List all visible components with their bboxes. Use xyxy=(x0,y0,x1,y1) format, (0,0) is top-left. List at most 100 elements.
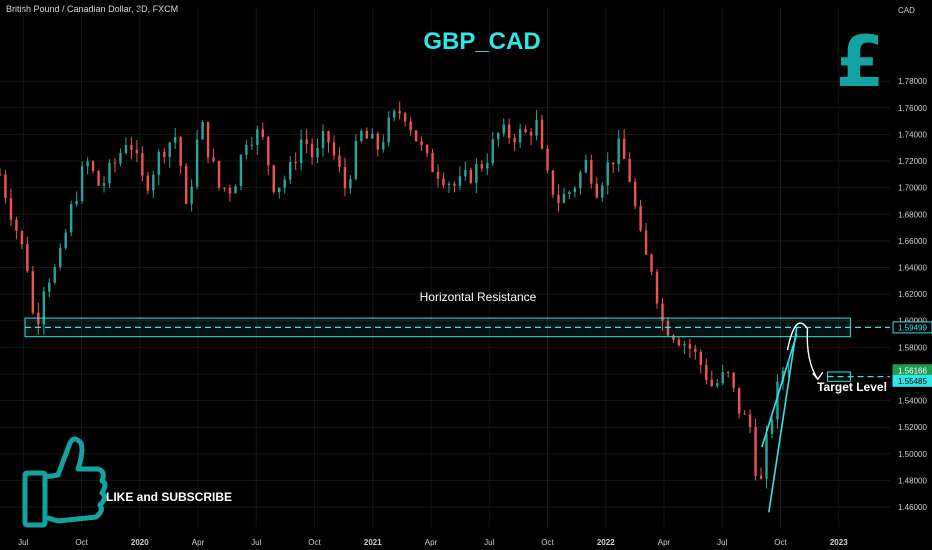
candle-body xyxy=(365,130,369,139)
candle-body xyxy=(272,165,275,193)
price-tick-label: 1.68000 xyxy=(898,210,927,219)
candle-body xyxy=(584,160,588,173)
candle-body xyxy=(124,145,128,154)
candle-body xyxy=(655,271,659,304)
candle-body xyxy=(699,351,703,365)
candle-body xyxy=(398,110,401,114)
candle-body xyxy=(354,141,358,179)
candle-body xyxy=(299,139,303,164)
thumbs-up-icon xyxy=(22,436,108,528)
candle-body xyxy=(633,181,637,207)
candle-body xyxy=(338,155,341,168)
candle-body xyxy=(694,348,697,352)
candlestick-series xyxy=(0,101,790,489)
candle-body xyxy=(721,371,724,384)
candle-body xyxy=(442,178,445,186)
price-axis: 1.460001.480001.500001.520001.540001.560… xyxy=(892,77,932,512)
candle-body xyxy=(256,129,259,145)
candle-body xyxy=(590,160,593,184)
candle-body xyxy=(453,183,456,186)
time-tick-label: 2022 xyxy=(597,538,615,547)
candle-body xyxy=(174,137,177,143)
candle-body xyxy=(579,172,582,189)
candle-body xyxy=(184,166,188,204)
candle-body xyxy=(91,161,95,171)
wedge-upper-line xyxy=(761,333,798,448)
candle-body xyxy=(261,129,265,137)
candle-body xyxy=(31,271,35,313)
trend-drawings xyxy=(761,322,824,513)
candle-body xyxy=(535,119,538,136)
candle-body xyxy=(288,162,292,180)
candle-body xyxy=(716,383,719,386)
candle-body xyxy=(486,163,489,169)
price-tick-label: 1.64000 xyxy=(898,264,927,273)
time-tick-label: Jul xyxy=(484,538,494,547)
candle-body xyxy=(513,137,516,143)
candle-body xyxy=(628,158,631,182)
time-tick-label: Apr xyxy=(192,538,205,547)
candle-body xyxy=(497,133,500,140)
candle-body xyxy=(551,170,555,195)
candle-body xyxy=(431,153,434,172)
price-label-value: 1.56166 xyxy=(898,366,927,375)
candle-body xyxy=(75,201,78,205)
time-tick-label: 2020 xyxy=(131,538,149,547)
candle-body xyxy=(502,124,505,134)
time-tick-label: Jul xyxy=(717,538,727,547)
chart-title: GBP_CAD xyxy=(423,28,540,55)
candle-body xyxy=(529,132,533,136)
candle-body xyxy=(321,131,325,149)
candle-body xyxy=(732,372,735,388)
candle-body xyxy=(102,183,106,186)
time-tick-label: Apr xyxy=(425,538,438,547)
candle-body xyxy=(491,139,494,164)
candle-body xyxy=(666,320,670,336)
candle-body xyxy=(606,162,609,186)
price-tick-label: 1.72000 xyxy=(898,157,927,166)
candle-body xyxy=(135,149,139,153)
candle-body xyxy=(759,475,763,479)
candle-body xyxy=(250,144,254,146)
candle-body xyxy=(787,370,790,372)
time-tick-label: Oct xyxy=(541,538,554,547)
candle-body xyxy=(305,139,308,144)
candle-body xyxy=(557,194,560,203)
candle-body xyxy=(765,433,768,479)
price-tick-label: 1.46000 xyxy=(898,503,927,512)
candle-body xyxy=(20,230,24,244)
candle-body xyxy=(141,152,144,176)
candle-body xyxy=(42,291,46,325)
candle-body xyxy=(518,129,522,143)
candle-body xyxy=(157,151,160,175)
candle-body xyxy=(480,164,484,169)
candle-body xyxy=(683,344,686,346)
candle-body xyxy=(376,133,379,150)
price-tick-label: 1.70000 xyxy=(898,184,927,193)
candle-body xyxy=(436,171,440,179)
candle-body xyxy=(770,419,774,434)
candle-body xyxy=(573,188,577,192)
candle-body xyxy=(119,153,122,164)
zone-annotations xyxy=(24,317,890,382)
wedge-lower-line xyxy=(768,327,798,513)
candle-body xyxy=(316,148,319,158)
candle-body xyxy=(568,191,571,194)
candle-body xyxy=(97,170,100,186)
price-tick-label: 1.76000 xyxy=(898,104,927,113)
price-tick-label: 1.48000 xyxy=(898,476,927,485)
candle-body xyxy=(475,164,478,183)
pound-symbol: £ xyxy=(836,21,885,103)
price-tick-label: 1.52000 xyxy=(898,423,927,432)
candle-body xyxy=(69,204,73,233)
candle-body xyxy=(469,169,473,183)
candle-body xyxy=(617,138,620,165)
candle-body xyxy=(217,161,221,188)
candle-body xyxy=(650,254,653,272)
candle-body xyxy=(168,142,171,158)
candle-body xyxy=(48,282,51,292)
candle-body xyxy=(228,187,232,194)
candle-body xyxy=(622,138,626,159)
candle-body xyxy=(737,387,741,414)
